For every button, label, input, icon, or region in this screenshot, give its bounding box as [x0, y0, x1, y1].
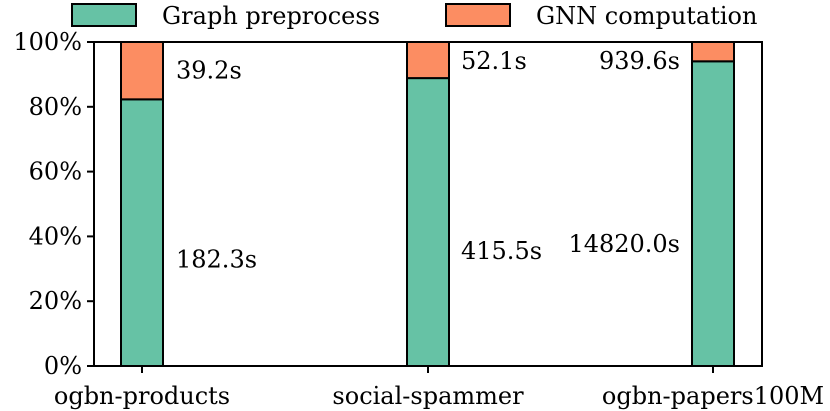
legend-label-graph-preprocess: Graph preprocess: [162, 2, 380, 30]
bars: [120, 41, 735, 367]
data-label: 939.6s: [599, 47, 680, 75]
bar-segment: [120, 98, 164, 367]
bar-segment: [406, 77, 450, 367]
bar-segment: [120, 41, 164, 101]
data-label: 182.3s: [176, 245, 257, 273]
data-label: 14820.0s: [568, 230, 680, 258]
x-tick-label: ogbn-papers100M: [602, 382, 824, 410]
y-tick-label: 100%: [13, 28, 82, 56]
data-label: 52.1s: [461, 47, 527, 75]
bar-segment: [406, 41, 450, 80]
legend-swatch-gnn-computation: [445, 3, 511, 27]
y-tick-label: 0%: [44, 352, 82, 380]
data-labels: 182.3s 39.2s 415.5s 52.1s 14820.0s 939.6s: [176, 47, 680, 273]
y-tick-label: 60%: [29, 158, 82, 186]
legend-label-gnn-computation: GNN computation: [536, 2, 757, 30]
axes: 0% 20% 40% 60% 80% 100% ogbn-products social-sp…: [13, 28, 824, 410]
y-tick-label: 40%: [29, 222, 82, 250]
data-label: 39.2s: [176, 57, 242, 85]
legend: Graph preprocess GNN computation: [71, 2, 757, 30]
plot-frame: [93, 41, 763, 367]
bar-segment: [691, 41, 735, 63]
y-tick-label: 80%: [29, 93, 82, 121]
x-tick-label: ogbn-products: [54, 382, 230, 410]
y-tick-label: 20%: [29, 287, 82, 315]
legend-swatch-graph-preprocess: [71, 3, 137, 27]
data-label: 415.5s: [461, 237, 542, 265]
bar-segment: [691, 60, 735, 367]
x-tick-label: social-spammer: [332, 382, 524, 410]
